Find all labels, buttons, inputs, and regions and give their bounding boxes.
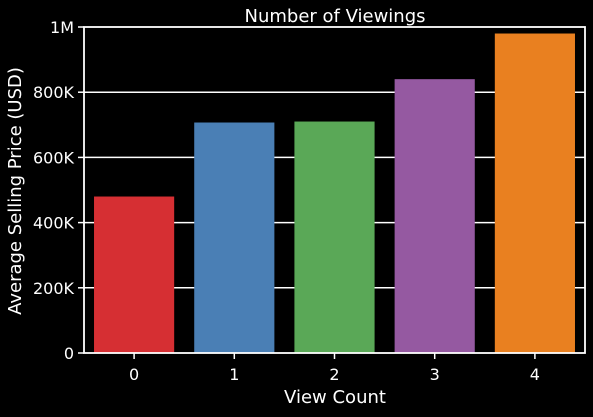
bars	[94, 33, 575, 354]
x-tick-label: 3	[430, 365, 440, 384]
bar-1	[194, 122, 275, 353]
y-tick-label: 1M	[50, 18, 74, 37]
x-tick-label: 2	[329, 365, 339, 384]
x-ticks: 0 1 2 3 4	[129, 353, 540, 384]
chart-title: Number of Viewings	[244, 6, 425, 27]
bar-0	[94, 196, 175, 353]
x-tick-label: 1	[229, 365, 239, 384]
y-ticks: 0 200K 400K 600K 800K 1M	[33, 18, 84, 363]
bar-3	[394, 79, 475, 353]
bar-2	[294, 121, 375, 353]
y-tick-label: 200K	[33, 279, 75, 298]
x-tick-label: 4	[530, 365, 540, 384]
y-axis-label: Average Selling Price (USD)	[5, 67, 26, 315]
bar-4	[494, 33, 575, 354]
y-tick-label: 400K	[33, 214, 75, 233]
y-tick-label: 0	[64, 344, 74, 363]
y-tick-label: 600K	[33, 148, 75, 167]
y-tick-label: 800K	[33, 83, 75, 102]
x-tick-label: 0	[129, 365, 139, 384]
x-axis-label: View Count	[284, 387, 386, 408]
